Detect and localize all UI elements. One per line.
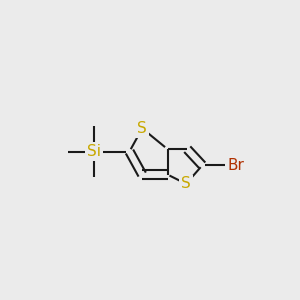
Text: Si: Si <box>87 144 101 159</box>
Text: S: S <box>137 121 147 136</box>
Text: Br: Br <box>228 158 244 173</box>
Text: S: S <box>181 176 191 191</box>
